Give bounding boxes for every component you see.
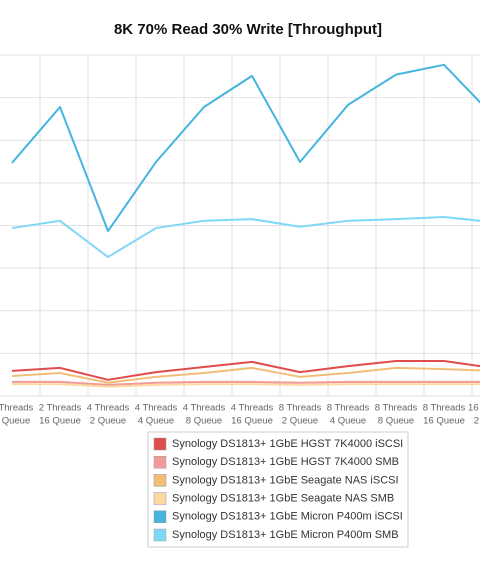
x-tick-label: 2 Queue xyxy=(90,416,126,427)
x-tick-label: 2 Threads xyxy=(39,403,82,414)
x-tick-label: 16 Queue xyxy=(231,416,273,427)
x-tick-label: 16 Threads xyxy=(468,403,480,414)
series-line xyxy=(11,366,480,384)
x-tick-label: 4 Threads xyxy=(183,403,226,414)
legend-label: Synology DS1813+ 1GbE Seagate NAS SMB xyxy=(172,493,394,505)
x-tick-label: 8 Queue xyxy=(0,416,30,427)
x-tick-label: 8 Threads xyxy=(279,403,322,414)
x-tick-label: 2 Threads xyxy=(0,403,34,414)
series-line xyxy=(12,383,480,388)
x-tick-label: 8 Queue xyxy=(186,416,222,427)
legend-swatch xyxy=(153,492,167,505)
x-tick-label: 4 Queue xyxy=(138,416,174,427)
chart-title: 8K 70% Read 30% Write [Throughput] xyxy=(114,21,382,38)
legend-label: Synology DS1813+ 1GbE Seagate NAS iSCSI xyxy=(172,474,399,486)
x-tick-label: 8 Threads xyxy=(423,403,466,414)
x-tick-label: 8 Threads xyxy=(327,403,370,414)
series-line xyxy=(11,215,480,259)
x-tick-label: 8 Queue xyxy=(378,416,414,427)
x-tick-label: 8 Threads xyxy=(375,403,418,414)
series-line xyxy=(11,63,480,233)
x-tick-label: 4 Threads xyxy=(87,403,130,414)
x-tick-label: 2 Queue xyxy=(282,416,318,427)
legend-label: Synology DS1813+ 1GbE Micron P400m SMB xyxy=(172,529,399,541)
legend-label: Synology DS1813+ 1GbE HGST 7K4000 SMB xyxy=(172,456,399,468)
legend-swatch xyxy=(153,528,167,542)
legend-swatch xyxy=(153,510,167,524)
legend-swatch xyxy=(153,474,167,487)
legend-label: Synology DS1813+ 1GbE Micron P400m iSCSI xyxy=(172,511,403,523)
x-tick-label: 16 Queue xyxy=(39,416,81,427)
series-line xyxy=(11,360,480,381)
legend-label: Synology DS1813+ 1GbE HGST 7K4000 iSCSI xyxy=(172,438,403,450)
legend-swatch xyxy=(153,437,167,451)
x-tick-label: 4 Queue xyxy=(330,416,366,427)
legend-box xyxy=(147,431,409,548)
x-tick-label: 2 Queue xyxy=(474,416,480,427)
series-line xyxy=(12,380,480,386)
x-tick-label: 4 Threads xyxy=(231,403,274,414)
x-tick-label: 4 Threads xyxy=(135,403,178,414)
x-tick-label: 16 Queue xyxy=(423,416,465,427)
legend-swatch xyxy=(153,455,167,469)
